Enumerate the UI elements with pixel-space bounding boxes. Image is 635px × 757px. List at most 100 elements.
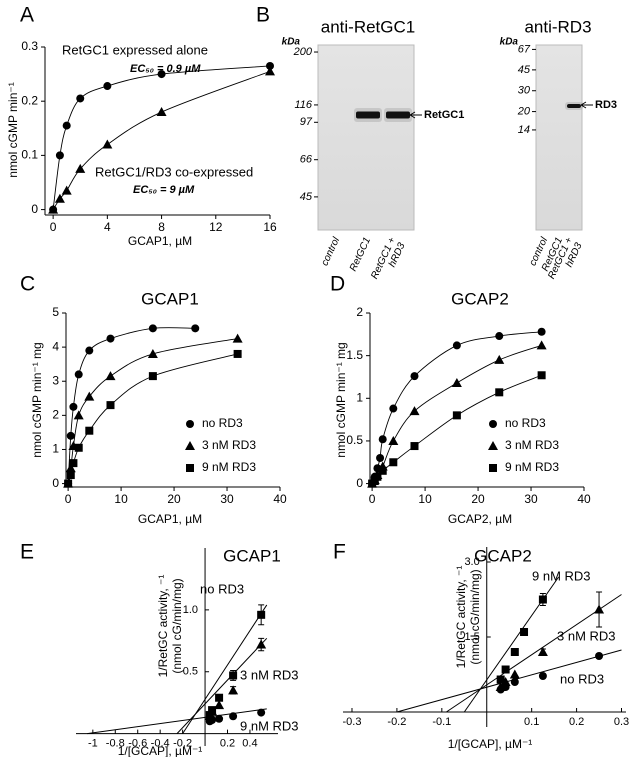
marker-label: 30 [518,85,531,97]
x-tick-label: 8 [158,220,165,234]
fit-line [446,594,622,713]
data-point [451,377,462,387]
data-point [256,639,267,649]
data-point [55,151,64,160]
legend-marker [489,464,497,472]
data-point [266,61,274,70]
data-point [520,628,529,636]
y-axis-label: (nmol cG/min/mg) [170,578,184,673]
data-point [69,402,78,411]
legend-label: no RD3 [505,416,546,430]
lane-label: RetGC1 [348,236,373,273]
data-point [66,431,75,440]
y-tick-label: 0.1 [21,148,38,162]
x-tick-label: -0.1 [432,716,451,728]
data-point [215,693,224,702]
y-axis-label: nmol cGMP min⁻¹ mg [30,342,44,457]
fit-line [182,604,268,734]
x-tick-label: 40 [577,492,591,506]
data-point [538,672,547,680]
fit-line [176,637,268,734]
x-axis-label: GCAP1, µM [128,234,192,248]
x-axis-label: 1/[GCAP], µM⁻¹ [118,744,203,757]
legend-marker [186,420,194,428]
y-tick-label: 4 [52,339,59,353]
x-tick-label: 0.3 [614,716,629,728]
data-point [148,372,157,381]
series-label: RetGC1/RD3 co-expressed [95,164,253,179]
data-point [64,479,73,488]
y-tick-label: 0 [356,476,363,490]
data-point [62,121,71,130]
x-tick-label: 10 [114,492,128,506]
band-arrow [409,111,422,119]
data-point [495,388,504,397]
marker-label: 45 [518,64,531,76]
data-point [373,472,382,481]
legend-label: 3 nM RD3 [505,438,559,452]
series-label: 3 nM RD3 [557,628,616,643]
annotation: EC₅₀ = 0.9 µM [130,63,201,75]
legend-label: 9 nM RD3 [505,460,559,474]
data-point [66,471,75,480]
y-tick-label: 1.5 [346,348,363,362]
fit-line [87,708,267,735]
data-point [452,411,461,420]
panel-label: C [20,273,35,296]
y-axis-label: 1/RetGC activity, ⁻¹ [454,566,468,669]
data-point [595,652,604,660]
data-point [85,426,94,435]
series-label: no RD3 [560,671,604,686]
data-point [257,708,266,717]
data-point [157,70,166,79]
unit-label: kDa [500,37,519,48]
data-point [229,712,238,721]
data-point [74,370,83,379]
data-point [496,675,505,684]
blot-band [567,104,581,108]
y-tick-label: 0.2 [21,93,38,107]
marker-label: 14 [518,124,530,136]
x-tick-label: 16 [263,220,277,234]
data-point [103,82,112,91]
y-tick-label: 2 [52,408,59,422]
x-tick-label: -0.4 [151,738,170,750]
data-point [494,354,505,364]
y-tick-label: 0.3 [21,39,38,53]
y-tick-label: 5 [52,305,59,319]
data-point [65,463,76,473]
data-point [594,604,605,614]
lane-label: control [319,235,342,268]
data-point [510,648,519,656]
data-point [501,665,510,674]
data-point [229,671,238,680]
marker-label: 67 [518,43,531,55]
panel-label: A [20,4,34,27]
x-tick-label: 0.2 [220,738,235,750]
data-point [105,371,116,381]
marker-label: 45 [300,191,313,203]
panel-label: F [333,541,346,564]
data-point [54,193,65,203]
data-point [501,683,510,691]
x-tick-label: -0.2 [173,738,192,750]
data-point [536,340,547,350]
annotation: EC₅₀ = 9 µM [133,184,195,196]
data-point [233,349,242,358]
data-point [73,410,84,420]
data-point [410,442,419,451]
y-tick-label: 3.0 [464,556,479,568]
data-point [208,706,217,715]
data-point [156,107,167,117]
y-tick-label: 2 [356,305,363,319]
x-tick-label: -0.3 [342,716,361,728]
x-tick-label: 0 [369,492,376,506]
panel-label: B [256,4,270,27]
x-axis-label: GCAP2, µM [448,512,512,526]
blot-band [386,111,410,119]
panel-label: E [20,541,34,564]
data-point [106,334,115,343]
band-arrow [580,101,593,109]
y-tick-label: 1.0 [183,604,198,616]
legend-label: no RD3 [202,416,243,430]
